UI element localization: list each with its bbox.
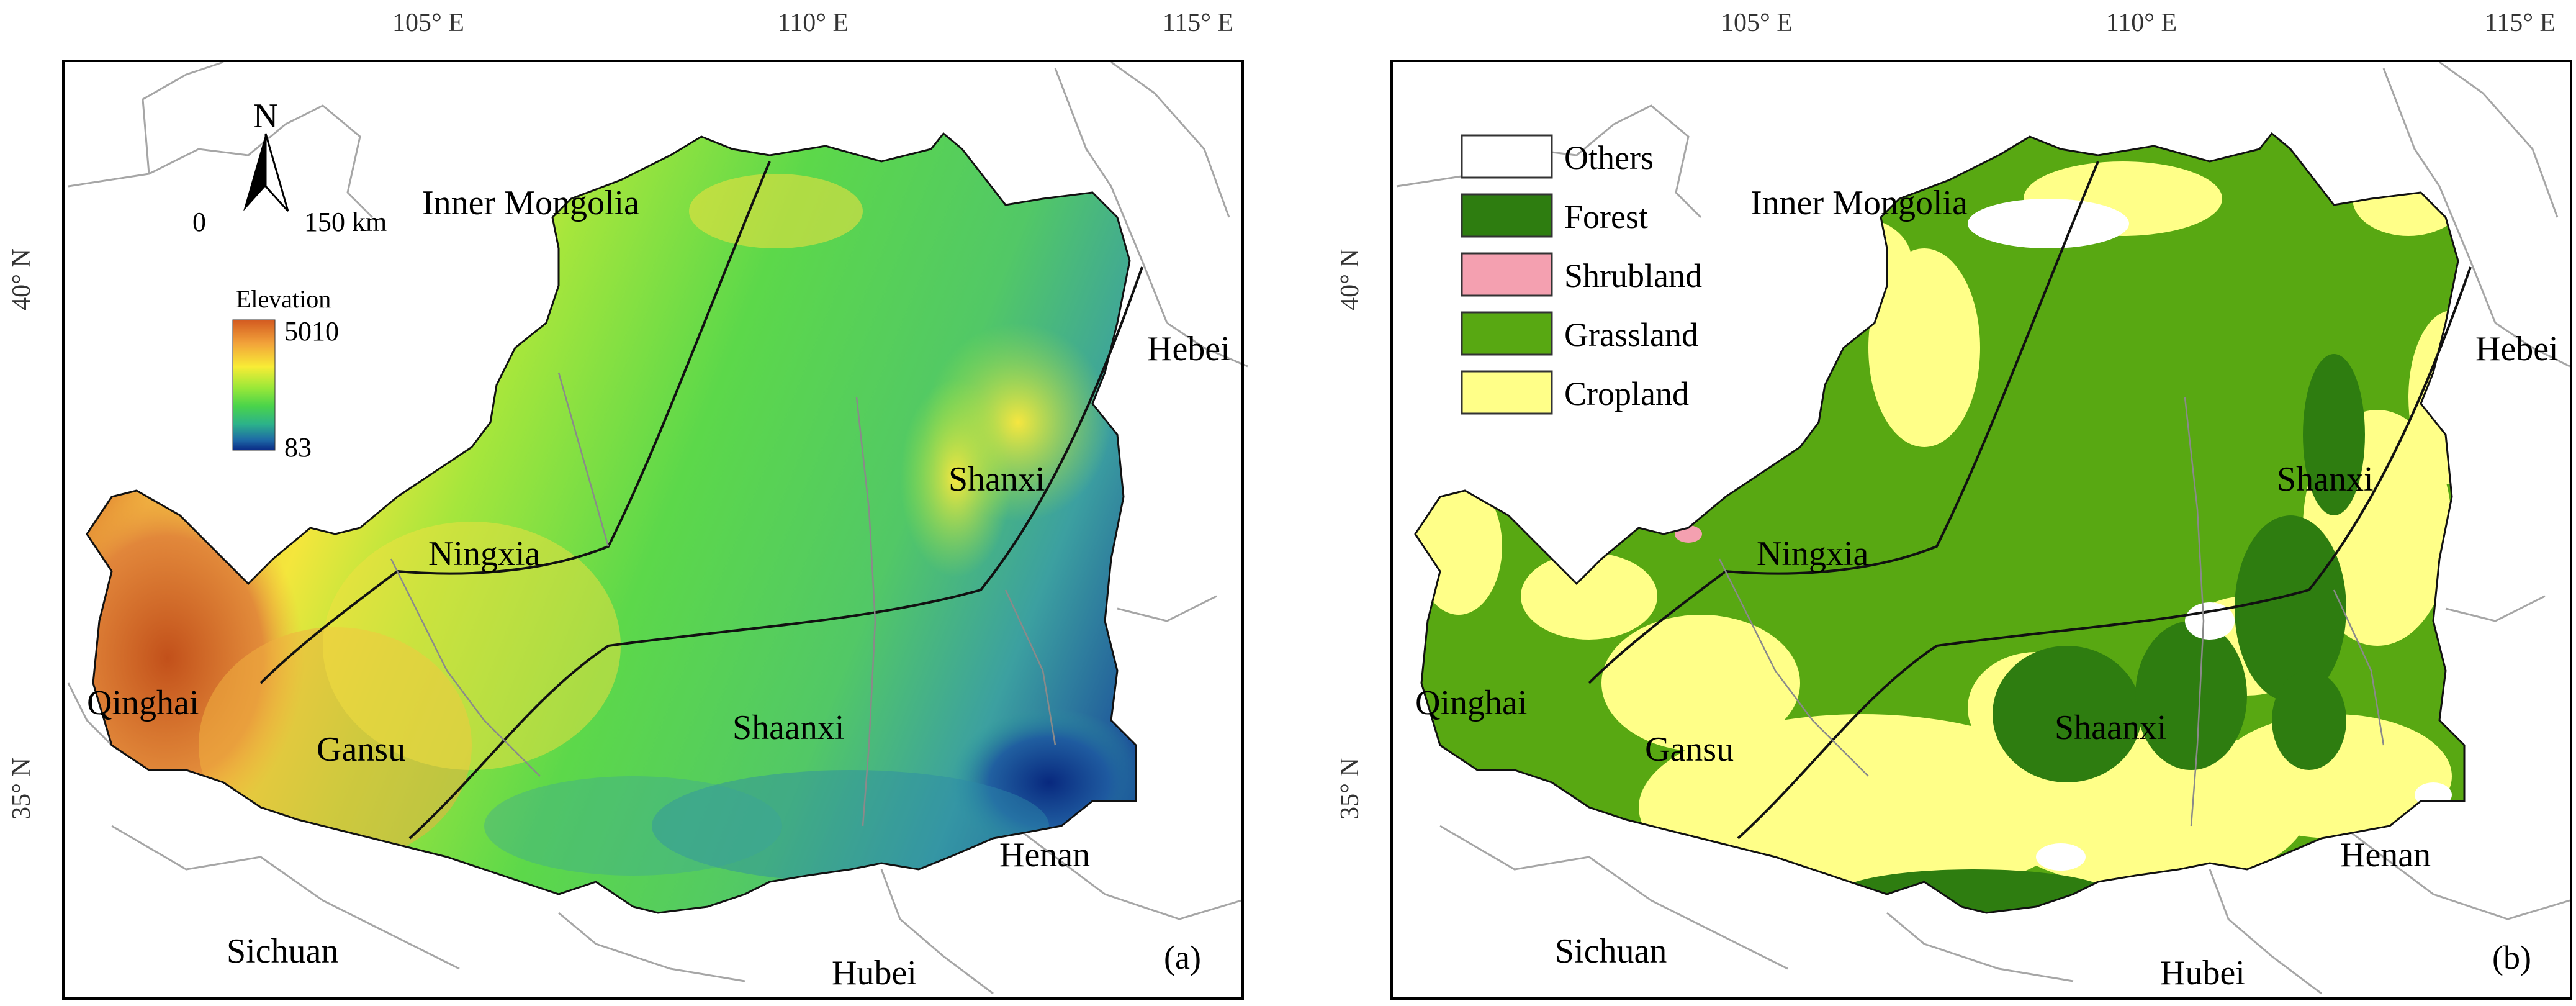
label-henan-b: Henan	[2340, 836, 2431, 874]
internal-boundaries-a	[390, 372, 1056, 827]
label-inner-mongolia-b: Inner Mongolia	[1750, 184, 1968, 222]
svg-text:150 km: 150 km	[304, 207, 387, 237]
legend-item-others: Others	[1461, 134, 1654, 179]
lat-label-35-b: 35° N	[1336, 758, 1364, 820]
legend-item-forest: Forest	[1461, 193, 1648, 238]
label-ningxia-b: Ningxia	[1757, 535, 1869, 573]
panel-tag-a: (a)	[1164, 939, 1201, 976]
plateau-outline-b	[1414, 132, 2466, 914]
landcover-legend: Others Forest Shrubland Grassland Cropla…	[1461, 134, 1702, 415]
panel-b: 105° E 110° E 115° E 40° N 35° N Others …	[1336, 9, 2572, 1000]
label-hubei-b: Hubei	[2160, 954, 2245, 992]
label-hubei-a: Hubei	[832, 954, 917, 992]
svg-text:0: 0	[192, 207, 206, 237]
label-shanxi-b: Shanxi	[2277, 460, 2374, 499]
label-qinghai-b: Qinghai	[1415, 684, 1527, 722]
map-frame-b	[1390, 60, 2572, 1000]
scale-bar: 0 150 km	[192, 207, 387, 237]
svg-text:5010: 5010	[284, 316, 339, 347]
label-shaanxi-a: Shaanxi	[732, 709, 844, 747]
svg-text:N: N	[253, 97, 278, 135]
legend-item-shrubland: Shrubland	[1461, 252, 1702, 297]
lat-label-40-a: 40° N	[7, 248, 36, 310]
svg-text:Forest: Forest	[1564, 198, 1648, 235]
svg-text:Elevation: Elevation	[236, 285, 331, 313]
svg-text:Others: Others	[1564, 139, 1654, 176]
label-gansu-b: Gansu	[1645, 730, 1734, 769]
province-boundaries-b	[1396, 61, 2570, 995]
label-ningxia-a: Ningxia	[428, 535, 541, 573]
label-gansu-a: Gansu	[317, 730, 405, 769]
lat-label-35-a: 35° N	[7, 758, 36, 820]
label-henan-a: Henan	[999, 836, 1090, 874]
lon-label-115-a: 115° E	[1163, 9, 1233, 37]
lon-label-110-a: 110° E	[778, 9, 849, 37]
label-shanxi-a: Shanxi	[948, 460, 1045, 499]
landcover-raster	[1415, 134, 2464, 913]
label-qinghai-a: Qinghai	[87, 684, 199, 722]
svg-text:Cropland: Cropland	[1564, 375, 1689, 412]
label-hebei-b: Hebei	[2475, 330, 2559, 368]
lon-label-105-b: 105° E	[1721, 9, 1793, 37]
panel-tag-b: (b)	[2492, 939, 2531, 976]
plateau-outline-a	[86, 132, 1137, 914]
svg-text:Grassland: Grassland	[1564, 316, 1698, 353]
label-sichuan-a: Sichuan	[227, 932, 338, 971]
legend-item-cropland: Cropland	[1461, 370, 1689, 415]
lat-label-40-b: 40° N	[1336, 248, 1364, 310]
label-hebei-a: Hebei	[1147, 330, 1230, 368]
north-arrow-icon: N	[243, 97, 289, 212]
label-shaanxi-b: Shaanxi	[2055, 709, 2166, 747]
svg-text:83: 83	[284, 432, 312, 463]
label-inner-mongolia-a: Inner Mongolia	[422, 184, 639, 222]
province-boundaries-a	[67, 61, 1248, 995]
elevation-legend: Elevation 5010 83	[232, 285, 339, 463]
map-frame-a	[62, 60, 1244, 1000]
lon-label-115-b: 115° E	[2485, 9, 2556, 37]
lon-label-110-b: 110° E	[2106, 9, 2177, 37]
label-sichuan-b: Sichuan	[1555, 932, 1667, 971]
lon-label-105-a: 105° E	[392, 9, 464, 37]
zone-boundaries-a	[259, 161, 1143, 840]
internal-boundaries-b	[1718, 397, 2385, 827]
svg-text:Shrubland: Shrubland	[1564, 257, 1702, 294]
panel-a: 105° E 110° E 115° E 40° N 35° N N 0 150…	[7, 9, 1248, 1000]
legend-item-grassland: Grassland	[1461, 311, 1698, 356]
zone-boundaries-b	[1588, 161, 2472, 840]
